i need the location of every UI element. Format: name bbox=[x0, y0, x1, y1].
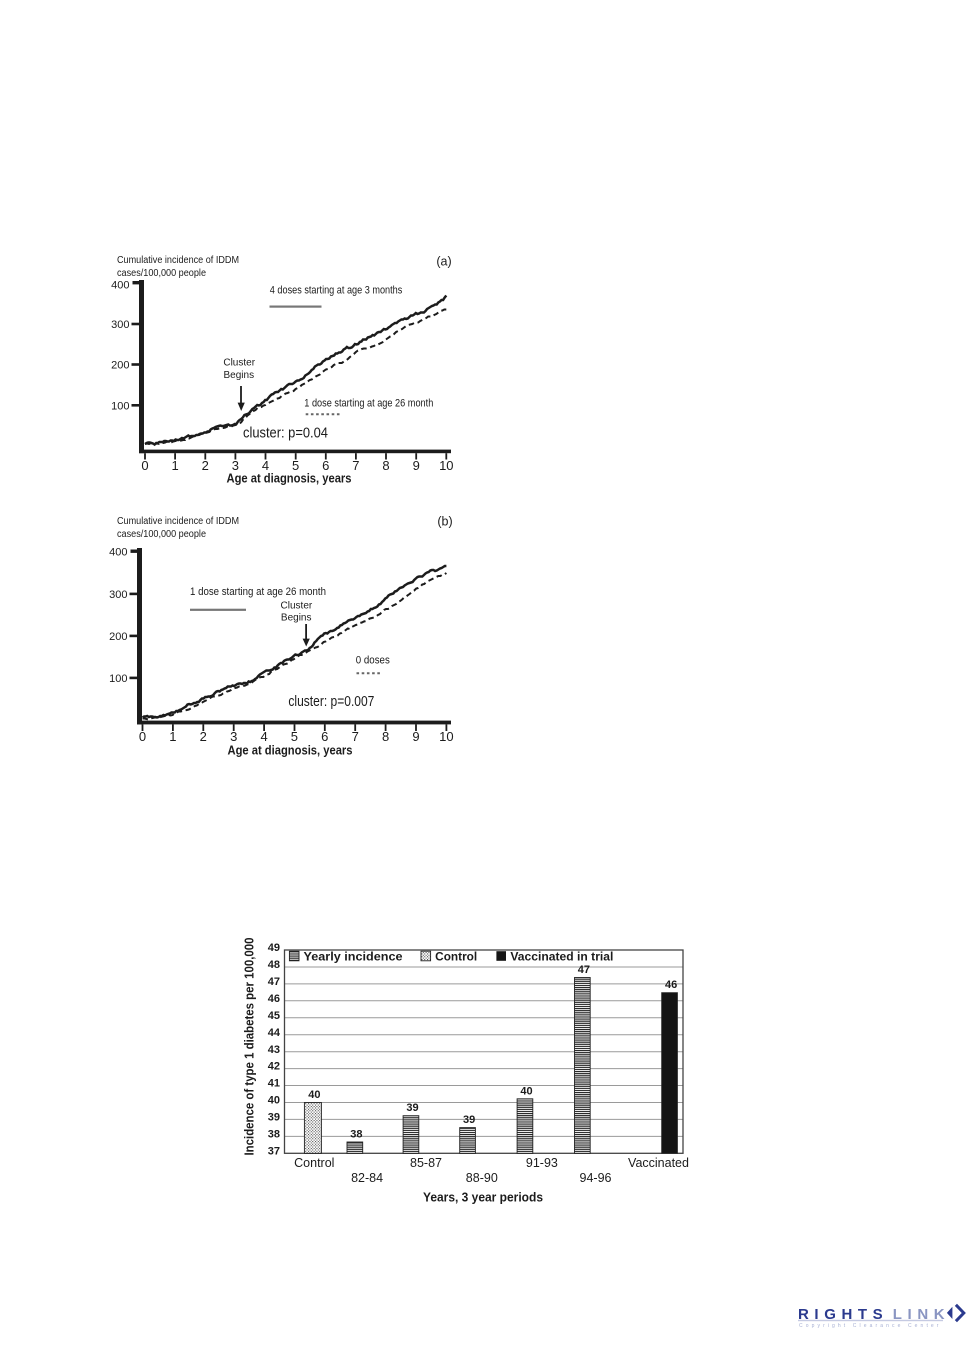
svg-text:Cluster: Cluster bbox=[281, 600, 313, 611]
svg-text:6: 6 bbox=[321, 729, 328, 744]
svg-text:94-96: 94-96 bbox=[580, 1171, 612, 1185]
svg-text:38: 38 bbox=[268, 1129, 280, 1141]
svg-text:4 doses starting at age 3 mont: 4 doses starting at age 3 months bbox=[270, 285, 403, 297]
svg-text:47: 47 bbox=[578, 964, 590, 976]
svg-text:2: 2 bbox=[200, 729, 207, 744]
svg-text:100: 100 bbox=[111, 400, 129, 412]
svg-text:4: 4 bbox=[260, 729, 267, 744]
svg-text:300: 300 bbox=[109, 589, 127, 601]
svg-text:49: 49 bbox=[268, 942, 280, 954]
svg-text:39: 39 bbox=[406, 1102, 418, 1114]
svg-text:1: 1 bbox=[169, 729, 176, 744]
svg-text:88-90: 88-90 bbox=[466, 1171, 498, 1185]
svg-text:Incidence of type 1 diabetes p: Incidence of type 1 diabetes per 100,000 bbox=[243, 937, 257, 1155]
svg-text:9: 9 bbox=[412, 729, 419, 744]
svg-text:8: 8 bbox=[382, 458, 389, 473]
svg-text:48: 48 bbox=[268, 959, 280, 971]
svg-text:Vaccinated: Vaccinated bbox=[628, 1156, 689, 1170]
svg-text:85-87: 85-87 bbox=[410, 1156, 442, 1170]
svg-text:400: 400 bbox=[111, 279, 129, 291]
svg-text:91-93: 91-93 bbox=[526, 1156, 558, 1170]
svg-text:0: 0 bbox=[139, 729, 146, 744]
svg-text:1: 1 bbox=[171, 458, 178, 473]
svg-text:45: 45 bbox=[268, 1010, 280, 1022]
svg-text:40: 40 bbox=[268, 1095, 280, 1107]
svg-text:10: 10 bbox=[439, 729, 453, 744]
svg-text:Age at diagnosis, years: Age at diagnosis, years bbox=[228, 744, 353, 758]
svg-text:100: 100 bbox=[109, 673, 127, 685]
svg-text:46: 46 bbox=[665, 979, 677, 991]
svg-text:7: 7 bbox=[352, 458, 359, 473]
svg-text:200: 200 bbox=[109, 631, 127, 643]
svg-text:41: 41 bbox=[268, 1078, 280, 1090]
svg-text:Cumulative incidence of IDDM: Cumulative incidence of IDDM bbox=[117, 255, 239, 266]
svg-text:Yearly incidence: Yearly incidence bbox=[304, 951, 403, 963]
svg-text:8: 8 bbox=[382, 729, 389, 744]
svg-text:42: 42 bbox=[268, 1061, 280, 1073]
svg-text:3: 3 bbox=[230, 729, 237, 744]
svg-text:cases/100,000 people: cases/100,000 people bbox=[117, 529, 206, 540]
svg-text:Copyright Clearance Center: Copyright Clearance Center bbox=[799, 1323, 942, 1329]
svg-text:400: 400 bbox=[109, 546, 127, 558]
svg-text:Age at diagnosis, years: Age at diagnosis, years bbox=[227, 472, 352, 486]
svg-text:Vaccinated in trial: Vaccinated in trial bbox=[510, 951, 613, 963]
svg-text:cluster: p=0.007: cluster: p=0.007 bbox=[288, 694, 374, 710]
svg-text:9: 9 bbox=[413, 458, 420, 473]
svg-text:5: 5 bbox=[291, 729, 298, 744]
svg-text:3: 3 bbox=[232, 458, 239, 473]
svg-text:7: 7 bbox=[352, 729, 359, 744]
svg-text:cases/100,000 people: cases/100,000 people bbox=[117, 268, 206, 279]
svg-text:(b): (b) bbox=[437, 515, 452, 529]
svg-text:1 dose starting at age 26 mont: 1 dose starting at age 26 month bbox=[190, 586, 326, 598]
svg-text:300: 300 bbox=[111, 319, 129, 331]
svg-text:6: 6 bbox=[322, 458, 329, 473]
svg-text:82-84: 82-84 bbox=[351, 1171, 383, 1185]
svg-text:4: 4 bbox=[262, 458, 269, 473]
svg-text:39: 39 bbox=[268, 1112, 280, 1124]
svg-text:Years, 3 year periods: Years, 3 year periods bbox=[423, 1190, 543, 1204]
svg-text:46: 46 bbox=[268, 993, 280, 1005]
svg-text:40: 40 bbox=[520, 1085, 532, 1097]
svg-text:Control: Control bbox=[294, 1156, 334, 1170]
svg-text:2: 2 bbox=[202, 458, 209, 473]
svg-text:(a): (a) bbox=[436, 255, 451, 269]
svg-text:10: 10 bbox=[439, 458, 453, 473]
svg-text:LINK: LINK bbox=[893, 1306, 950, 1323]
svg-text:38: 38 bbox=[350, 1129, 362, 1141]
svg-text:39: 39 bbox=[463, 1114, 475, 1126]
svg-text:Cumulative incidence of IDDM: Cumulative incidence of IDDM bbox=[117, 516, 239, 527]
svg-text:Begins: Begins bbox=[224, 370, 255, 381]
svg-text:43: 43 bbox=[268, 1044, 280, 1056]
svg-text:0: 0 bbox=[141, 458, 148, 473]
svg-text:44: 44 bbox=[268, 1027, 281, 1039]
svg-text:1 dose starting at age 26 mont: 1 dose starting at age 26 month bbox=[304, 398, 433, 410]
svg-text:0 doses: 0 doses bbox=[356, 654, 390, 666]
svg-text:200: 200 bbox=[111, 360, 129, 372]
svg-text:40: 40 bbox=[308, 1089, 320, 1101]
svg-text:37: 37 bbox=[268, 1145, 280, 1157]
svg-text:Cluster: Cluster bbox=[223, 357, 255, 368]
svg-text:47: 47 bbox=[268, 976, 280, 988]
svg-text:RIGHTS: RIGHTS bbox=[798, 1306, 888, 1323]
svg-text:Control: Control bbox=[435, 951, 477, 963]
svg-text:Begins: Begins bbox=[281, 613, 312, 624]
svg-text:5: 5 bbox=[292, 458, 299, 473]
svg-text:cluster: p=0.04: cluster: p=0.04 bbox=[243, 426, 328, 442]
